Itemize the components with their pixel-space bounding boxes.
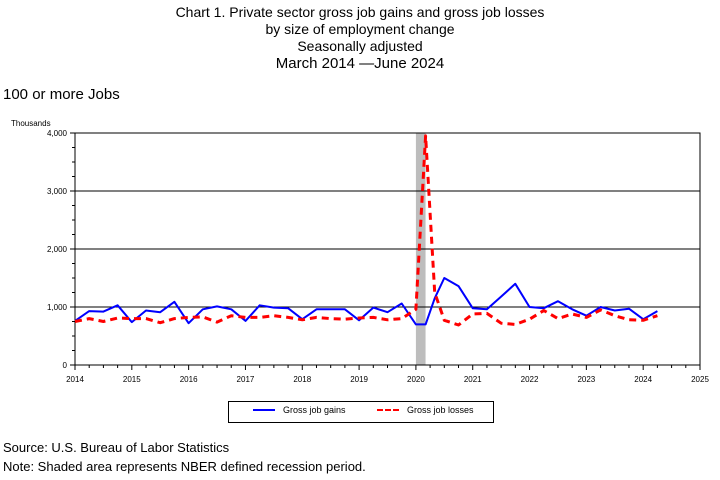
recession-note: Note: Shaded area represents NBER define…	[3, 459, 366, 474]
x-tick-label: 2021	[464, 375, 482, 384]
axes: 0 1,000 2,000 3,000 4,000 2014 2015 2016 2017 201…	[47, 129, 709, 384]
legend-item-losses: Gross job losses	[377, 405, 474, 415]
y-tick-label: 1,000	[47, 303, 68, 312]
x-tick-label: 2017	[237, 375, 255, 384]
chart-title: Chart 1. Private sector gross job gains …	[0, 4, 720, 72]
y-tick-label: 3,000	[47, 187, 68, 196]
y-tick-label: 0	[63, 361, 68, 370]
series-line-gross-job-gains	[74, 277, 658, 326]
x-tick-label: 2020	[407, 375, 425, 384]
legend-label-losses: Gross job losses	[407, 405, 474, 415]
title-line-3: Seasonally adjusted	[297, 38, 423, 54]
y-tick-label: 4,000	[47, 129, 68, 138]
x-tick-label: 2016	[180, 375, 198, 384]
legend-swatch-gains	[253, 409, 275, 411]
x-tick-label: 2019	[350, 375, 368, 384]
legend: Gross job gains Gross job losses	[228, 401, 494, 423]
y-tick-label: 2,000	[47, 245, 68, 254]
x-tick-label: 2018	[293, 375, 311, 384]
gridlines	[75, 190, 700, 308]
x-tick-label: 2022	[521, 375, 539, 384]
x-tick-label: 2024	[634, 375, 652, 384]
chart-subtitle: 100 or more Jobs	[3, 86, 120, 103]
source-note: Source: U.S. Bureau of Labor Statistics	[3, 440, 230, 455]
x-tick-label: 2014	[66, 375, 84, 384]
x-tick-label: 2015	[123, 375, 141, 384]
legend-swatch-losses	[377, 409, 399, 411]
x-tick-label: 2023	[577, 375, 595, 384]
legend-item-gains: Gross job gains	[253, 405, 346, 415]
title-line-2: by size of employment change	[265, 21, 455, 37]
title-line-1: Chart 1. Private sector gross job gains …	[175, 4, 545, 20]
title-line-4: March 2014 —June 2024	[275, 55, 445, 72]
y-axis-label: Thousands	[11, 119, 51, 128]
series-layer	[74, 134, 658, 327]
series-line-gross-job-losses	[74, 134, 658, 327]
x-tick-label: 2025	[691, 375, 709, 384]
legend-label-gains: Gross job gains	[283, 405, 346, 415]
